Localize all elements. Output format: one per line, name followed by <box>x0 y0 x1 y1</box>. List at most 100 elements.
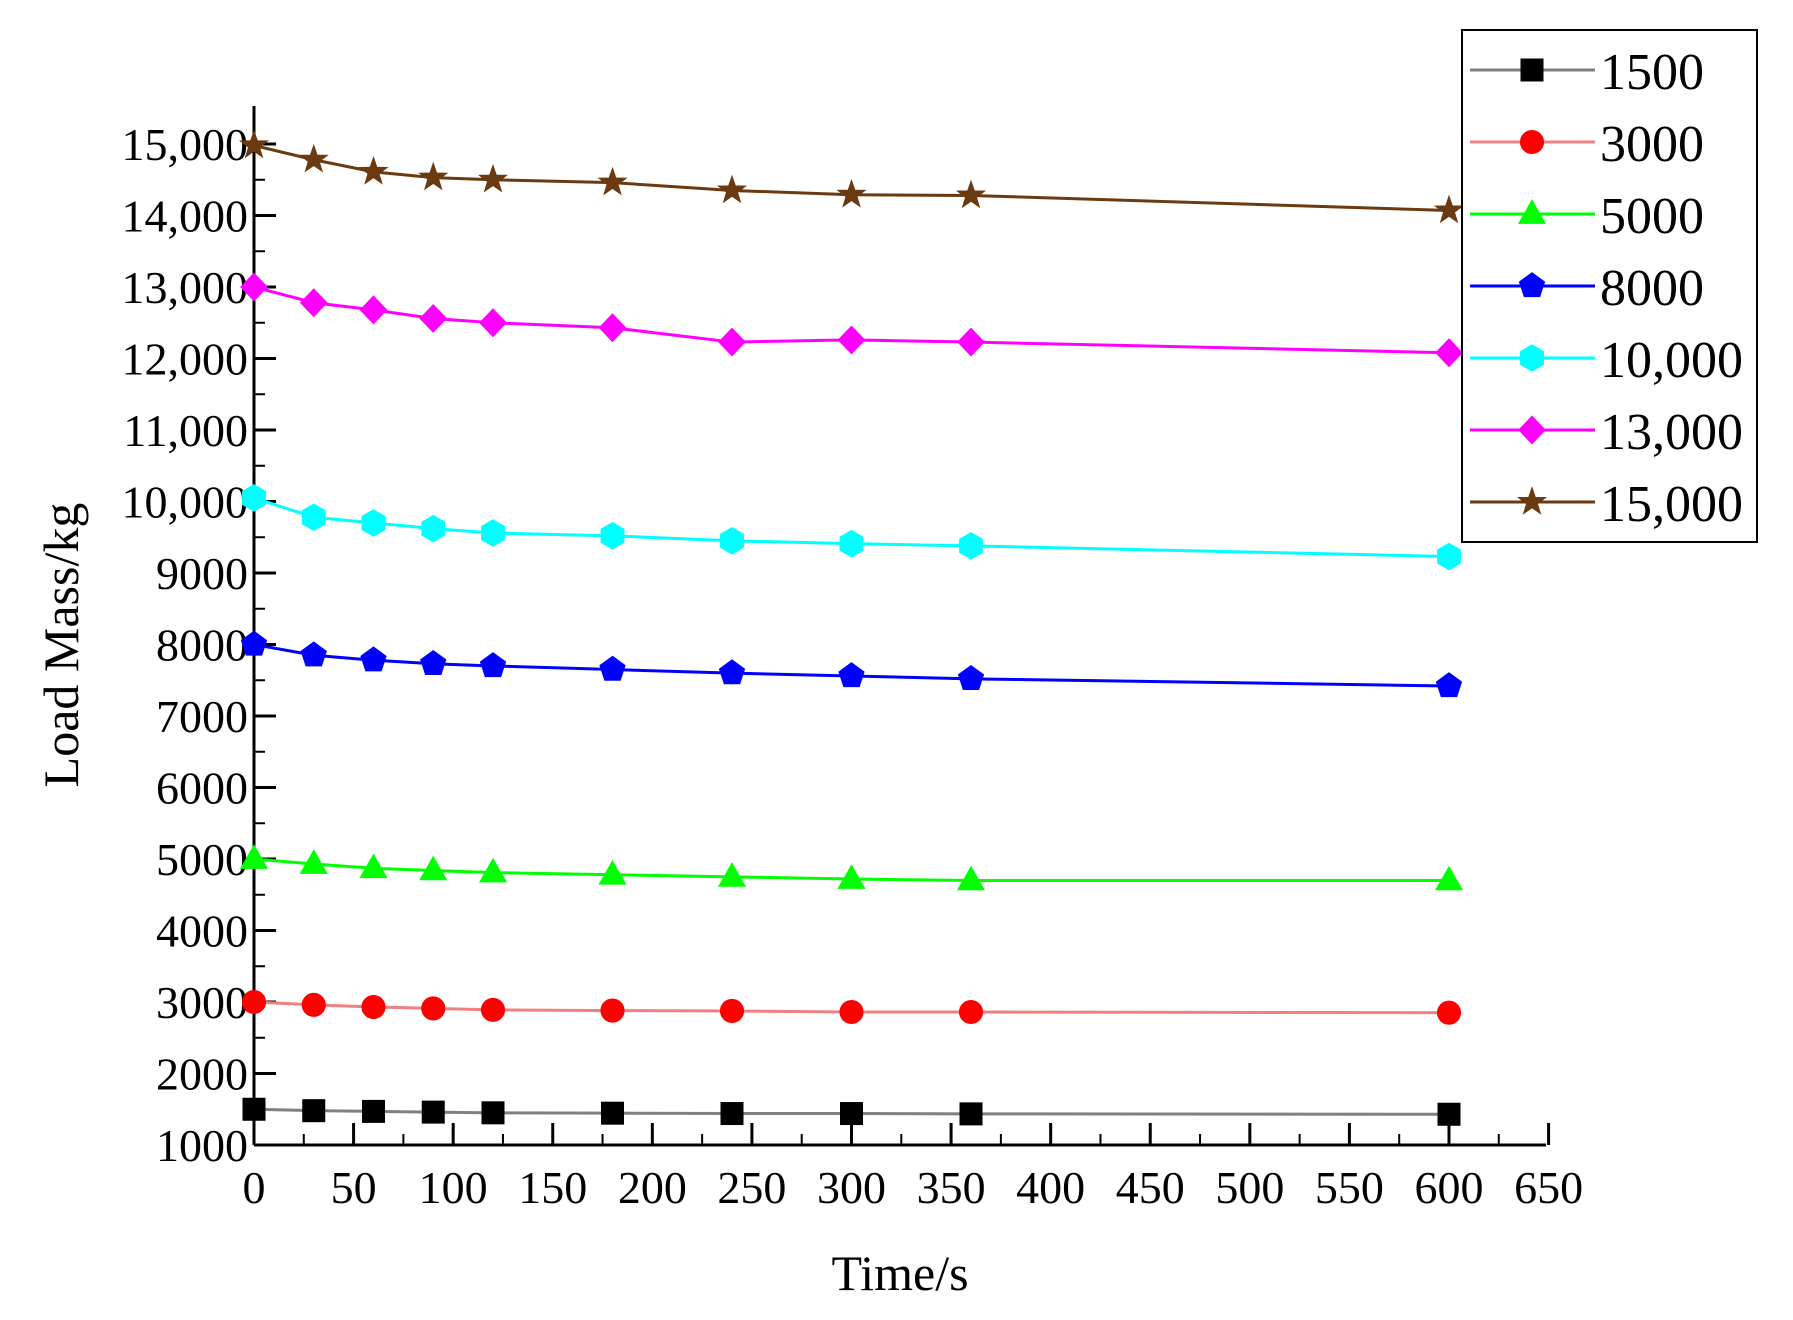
y-tick-label: 7000 <box>156 691 248 742</box>
data-point <box>836 178 867 208</box>
y-tick-label: 5000 <box>156 834 248 885</box>
series-3000 <box>241 989 1462 1025</box>
data-point <box>839 529 864 558</box>
data-point <box>420 649 447 675</box>
series-line <box>253 1000 1450 1015</box>
data-point <box>421 1100 445 1124</box>
x-tick-label: 600 <box>1415 1162 1484 1213</box>
legend-label: 3000 <box>1600 116 1704 173</box>
data-point <box>598 313 627 343</box>
data-point <box>1436 1000 1462 1025</box>
data-point <box>600 998 625 1023</box>
data-point <box>598 859 627 885</box>
x-tick-label: 450 <box>1116 1162 1185 1213</box>
data-point <box>301 503 326 532</box>
data-point <box>360 646 387 672</box>
y-tick-label: 10,000 <box>122 477 249 528</box>
data-point <box>240 272 268 302</box>
data-point <box>599 655 626 681</box>
data-point <box>839 999 864 1025</box>
data-point <box>1437 1102 1461 1126</box>
data-point <box>299 288 328 318</box>
data-point <box>597 166 628 196</box>
series-10000 <box>242 484 1461 571</box>
x-tick-label: 650 <box>1514 1162 1583 1213</box>
x-tick-label: 50 <box>331 1162 377 1213</box>
series-line <box>253 1107 1450 1116</box>
data-point <box>1433 194 1465 224</box>
data-point <box>421 514 446 543</box>
data-point <box>718 659 746 685</box>
y-axis-title: Load Mass/kg <box>33 503 89 788</box>
data-point <box>301 992 326 1017</box>
legend-label: 1500 <box>1600 44 1704 101</box>
legend-item: 5000 <box>1470 188 1704 245</box>
data-point <box>1518 272 1546 298</box>
x-tick-label: 400 <box>1016 1162 1085 1213</box>
x-tick-label: 200 <box>618 1162 687 1213</box>
data-point <box>838 662 865 688</box>
data-point <box>1435 672 1463 698</box>
data-point <box>238 129 270 159</box>
data-point <box>957 327 985 357</box>
data-point <box>955 179 987 209</box>
data-point <box>1519 129 1545 155</box>
y-tick-label: 4000 <box>156 906 248 957</box>
data-point <box>840 1102 863 1126</box>
data-point <box>956 865 986 891</box>
data-point <box>1437 542 1461 571</box>
legend-item: 10,000 <box>1470 332 1743 389</box>
series-line <box>253 643 1450 688</box>
data-point <box>361 509 386 537</box>
data-point <box>240 630 268 656</box>
data-point <box>242 1097 266 1121</box>
data-point <box>359 295 388 325</box>
data-point <box>837 864 866 889</box>
data-point <box>242 484 266 512</box>
x-tick-label: 550 <box>1315 1162 1384 1213</box>
y-tick-label: 3000 <box>156 977 248 1028</box>
data-point <box>600 522 625 550</box>
legend-label: 8000 <box>1600 260 1704 317</box>
data-point <box>719 998 745 1023</box>
legend-item: 13,000 <box>1470 404 1743 461</box>
legend-item: 1500 <box>1470 44 1704 101</box>
series-lines <box>238 129 1465 1126</box>
series-line <box>253 496 1450 559</box>
x-tick-label: 300 <box>817 1162 886 1213</box>
data-point <box>601 1101 624 1125</box>
series-15000 <box>238 129 1465 224</box>
data-point <box>959 1102 983 1126</box>
data-point <box>419 303 448 333</box>
data-point <box>1434 865 1464 891</box>
data-point <box>1520 58 1544 82</box>
legend-item: 15,000 <box>1470 476 1743 533</box>
legend-item: 3000 <box>1470 116 1704 173</box>
x-tick-label: 150 <box>518 1162 587 1213</box>
data-point <box>957 665 985 690</box>
data-point <box>421 996 446 1021</box>
y-tick-label: 11,000 <box>123 405 248 456</box>
data-point <box>479 308 507 338</box>
data-point <box>718 327 746 357</box>
data-point <box>716 174 748 204</box>
data-point <box>478 857 508 883</box>
data-point <box>418 161 449 191</box>
data-point <box>481 1101 505 1125</box>
y-tick-label: 13,000 <box>122 262 249 313</box>
data-point <box>299 849 328 874</box>
data-point <box>477 163 509 193</box>
data-point <box>479 652 507 678</box>
legend-label: 10,000 <box>1600 332 1743 389</box>
x-tick-label: 250 <box>717 1162 786 1213</box>
legend: 1500 3000 5000 8000 10,000 13,000 15,000 <box>1461 29 1758 543</box>
y-tick-label: 6000 <box>156 763 248 814</box>
axes: 0 50 100 150 200 250 300 350 400 450 500 550 600 650 1… <box>122 106 1583 1213</box>
data-point <box>302 1099 326 1123</box>
data-point <box>241 989 267 1015</box>
x-axis-title: Time/s <box>831 1245 968 1301</box>
x-tick-label: 0 <box>243 1162 266 1213</box>
data-point <box>298 143 329 173</box>
data-point <box>717 862 747 887</box>
